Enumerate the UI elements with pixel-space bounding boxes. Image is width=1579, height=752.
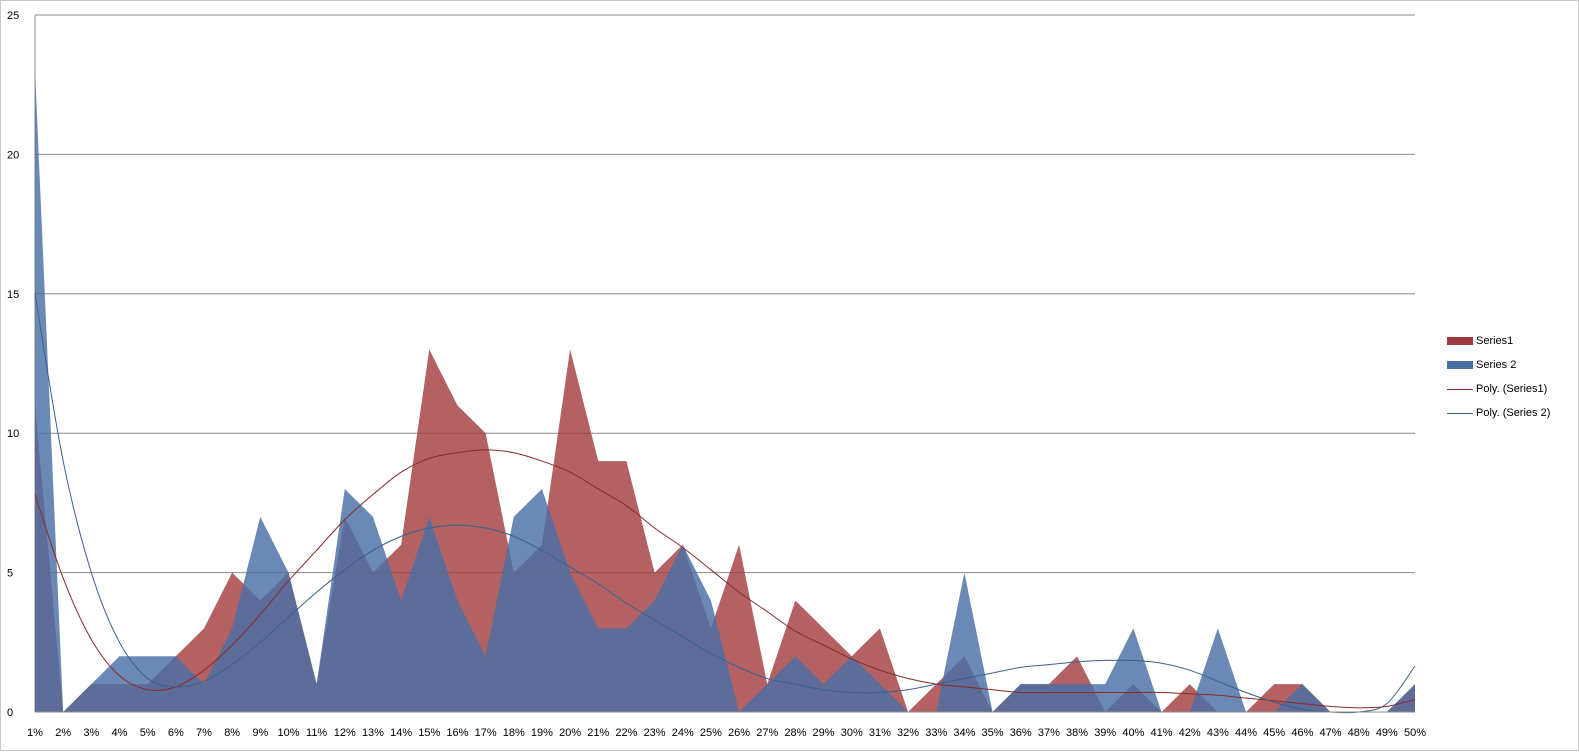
x-tick-label: 15%: [418, 727, 440, 739]
legend-label: Poly. (Series1): [1476, 383, 1547, 395]
legend-item-trendline-1: Poly. (Series1): [1447, 377, 1575, 401]
legend-key: [1447, 413, 1473, 414]
x-tick-label: 48%: [1348, 727, 1370, 739]
y-tick-label: 15: [7, 289, 19, 301]
y-tick-label: 5: [7, 568, 13, 580]
x-tick-label: 17%: [475, 727, 497, 739]
x-tick-label: 30%: [841, 727, 863, 739]
x-tick-label: 49%: [1376, 727, 1398, 739]
legend-label: Series1: [1476, 335, 1513, 347]
x-tick-label: 4%: [112, 727, 128, 739]
legend: Series1 Series 2 Poly. (Series1) Poly. (Ser…: [1447, 329, 1575, 425]
x-tick-label: 29%: [813, 727, 835, 739]
legend-label: Poly. (Series 2): [1476, 407, 1550, 419]
x-tick-label: 36%: [1010, 727, 1032, 739]
x-tick-label: 9%: [252, 727, 268, 739]
x-tick-label: 50%: [1404, 727, 1426, 739]
x-tick-label: 44%: [1235, 727, 1257, 739]
x-tick-label: 2%: [55, 727, 71, 739]
x-tick-label: 46%: [1291, 727, 1313, 739]
legend-key: [1447, 361, 1473, 369]
x-tick-label: 14%: [390, 727, 412, 739]
x-tick-label: 34%: [953, 727, 975, 739]
x-tick-label: 8%: [224, 727, 240, 739]
x-tick-label: 37%: [1038, 727, 1060, 739]
y-tick-label: 25: [7, 10, 19, 22]
x-tick-label: 28%: [784, 727, 806, 739]
x-tick-label: 35%: [982, 727, 1004, 739]
x-tick-label: 32%: [897, 727, 919, 739]
x-tick-label: 6%: [168, 727, 184, 739]
x-tick-label: 25%: [700, 727, 722, 739]
y-tick-label: 20: [7, 149, 19, 161]
x-tick-label: 20%: [559, 727, 581, 739]
y-tick-label: 0: [7, 707, 13, 719]
x-tick-label: 22%: [615, 727, 637, 739]
legend-key: [1447, 337, 1473, 345]
x-tick-label: 11%: [306, 727, 327, 739]
x-tick-label: 7%: [196, 727, 212, 739]
x-tick-label: 47%: [1319, 727, 1341, 739]
x-tick-label: 13%: [362, 727, 384, 739]
x-tick-label: 1%: [27, 727, 43, 739]
x-tick-label: 27%: [756, 727, 778, 739]
legend-item-trendline-2: Poly. (Series 2): [1447, 401, 1575, 425]
x-tick-label: 31%: [869, 727, 891, 739]
x-tick-label: 40%: [1122, 727, 1144, 739]
legend-item-series-1: Series1: [1447, 329, 1575, 353]
x-tick-label: 3%: [83, 727, 99, 739]
x-tick-label: 43%: [1207, 727, 1229, 739]
x-tick-label: 24%: [672, 727, 694, 739]
x-tick-label: 5%: [140, 727, 156, 739]
x-tick-label: 23%: [644, 727, 666, 739]
x-tick-label: 33%: [925, 727, 947, 739]
legend-item-series-2: Series 2: [1447, 353, 1575, 377]
x-tick-label: 16%: [446, 727, 468, 739]
x-tick-label: 12%: [334, 727, 356, 739]
x-tick-label: 42%: [1179, 727, 1201, 739]
x-tick-label: 38%: [1066, 727, 1088, 739]
x-tick-label: 41%: [1151, 727, 1173, 739]
x-tick-label: 19%: [531, 727, 553, 739]
x-tick-label: 45%: [1263, 727, 1285, 739]
legend-key: [1447, 389, 1473, 390]
x-tick-label: 18%: [503, 727, 525, 739]
legend-label: Series 2: [1476, 359, 1516, 371]
x-tick-label: 39%: [1094, 727, 1116, 739]
x-tick-label: 26%: [728, 727, 750, 739]
y-tick-label: 10: [7, 428, 19, 440]
x-tick-label: 10%: [277, 727, 299, 739]
x-tick-label: 21%: [587, 727, 609, 739]
